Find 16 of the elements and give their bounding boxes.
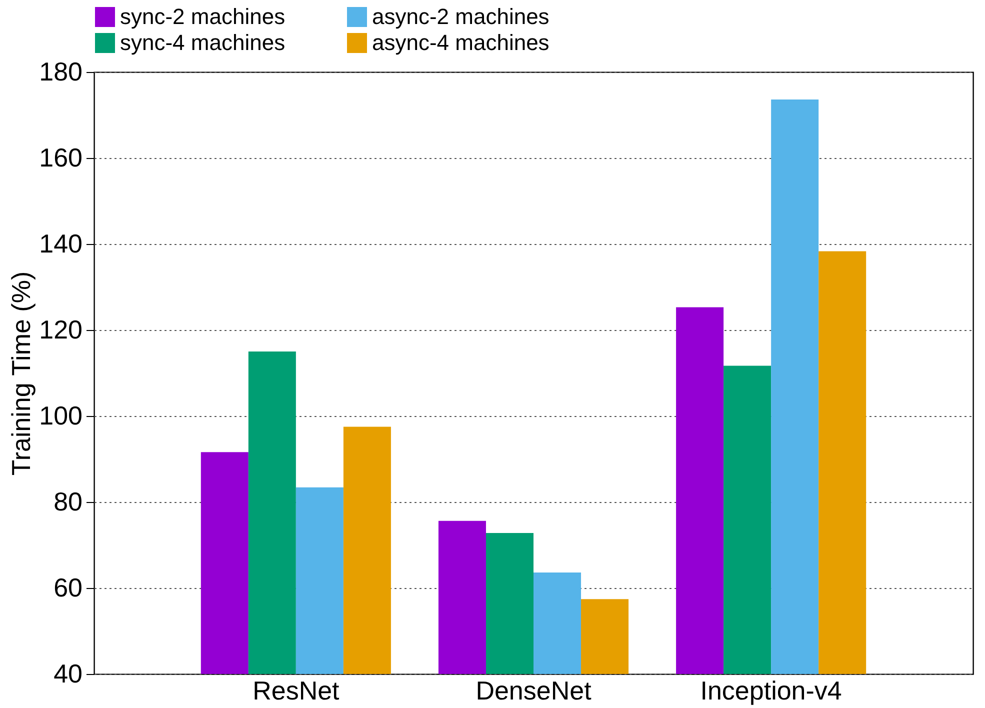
y-tick-label: 120 bbox=[39, 314, 82, 344]
y-tick-label: 180 bbox=[39, 56, 82, 86]
x-tick-label: ResNet bbox=[252, 676, 340, 706]
y-tick-label: 160 bbox=[39, 142, 82, 172]
y-tick-label: 60 bbox=[54, 572, 82, 602]
legend-label: sync-4 machines bbox=[120, 30, 286, 55]
y-tick-label: 40 bbox=[54, 658, 82, 688]
x-tick-label: DenseNet bbox=[476, 676, 592, 706]
y-tick-label: 140 bbox=[39, 228, 82, 258]
y-axis-title: Training Time (%) bbox=[6, 271, 36, 476]
y-tick-label: 100 bbox=[39, 400, 82, 430]
legend-label: sync-2 machines bbox=[120, 4, 286, 29]
y-tick-label: 80 bbox=[54, 486, 82, 516]
legend-label: async-4 machines bbox=[372, 30, 550, 55]
x-tick-label: Inception-v4 bbox=[700, 676, 842, 706]
legend-label: async-2 machines bbox=[372, 4, 550, 29]
